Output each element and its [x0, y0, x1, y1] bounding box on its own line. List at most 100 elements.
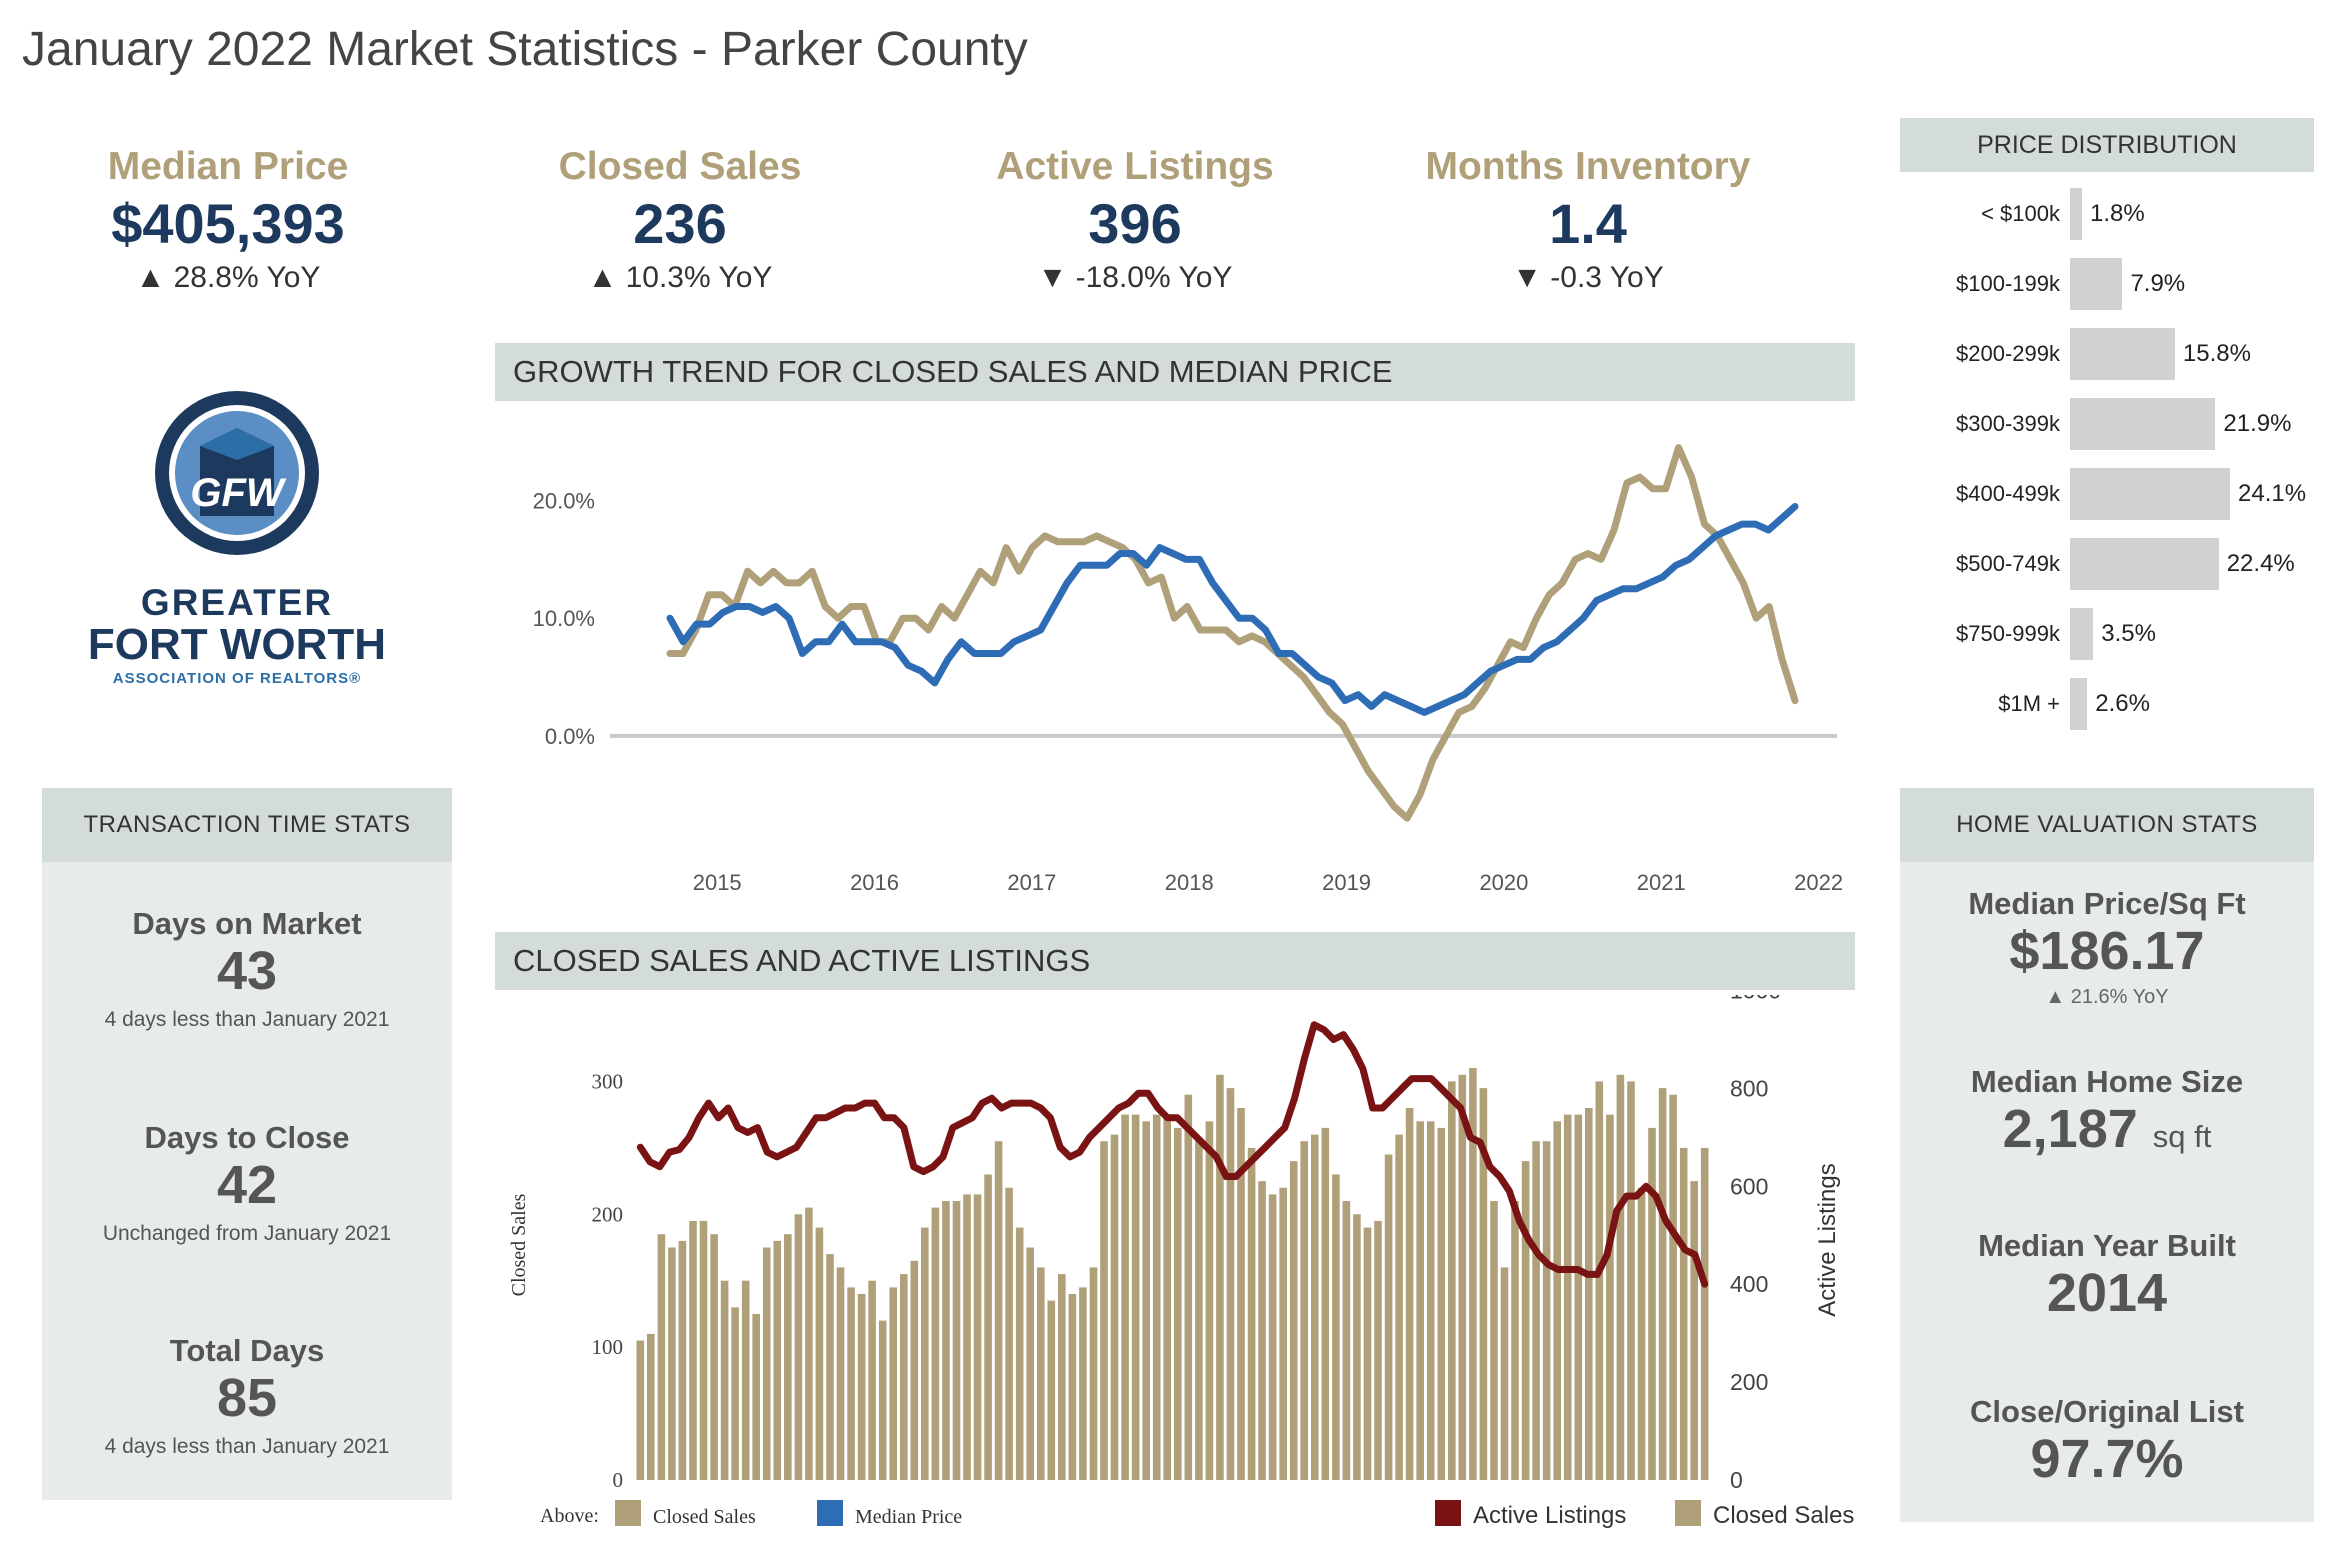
- y2-tick-label: 600: [1730, 1173, 1768, 1199]
- closed-sales-bar: [1532, 1141, 1540, 1480]
- logo-emblem-icon: GFW: [155, 391, 319, 555]
- closed-sales-bar: [1121, 1114, 1129, 1480]
- closed-sales-bar: [1574, 1114, 1583, 1480]
- closed-sales-bar: [1395, 1134, 1403, 1480]
- closed-sales-bar: [1268, 1194, 1277, 1480]
- legend-prefix: Above:: [540, 1505, 599, 1527]
- closed-sales-bar: [889, 1287, 897, 1480]
- kpi-months-inventory: Months Inventory 1.4 ▼ -0.3 YoY: [1378, 145, 1798, 295]
- closed-sales-bar: [1553, 1121, 1561, 1480]
- closed-sales-bar: [1058, 1274, 1066, 1480]
- closed-sales-bar: [1595, 1081, 1604, 1480]
- legend-label: Median Price: [855, 1506, 962, 1528]
- stat-note: Unchanged from January 2021: [102, 1222, 392, 1245]
- price-distribution-row: $200-299k 15.8%: [1900, 328, 2314, 380]
- closed-sales-bar: [741, 1280, 750, 1480]
- closed-sales-bar: [668, 1247, 676, 1480]
- y2-tick-label: 1000: [1730, 995, 1781, 1004]
- closed-sales-bar: [1458, 1074, 1467, 1480]
- price-distribution-header: PRICE DISTRIBUTION: [1900, 118, 2314, 172]
- price-distribution-bar: [2070, 468, 2230, 520]
- closed-sales-bar: [1110, 1134, 1119, 1480]
- closed-sales-bar: [1131, 1114, 1140, 1480]
- y2-axis-label: Active Listings: [1814, 1163, 1841, 1316]
- stat-days-to-close: Days to Close 42 Unchanged from January …: [42, 1120, 452, 1246]
- y-axis-label: Closed Sales: [508, 1193, 530, 1296]
- closed-sales-bar: [1679, 1147, 1688, 1480]
- kpi-change: ▲ 28.8% YoY: [135, 261, 321, 294]
- closed-sales-bar: [1089, 1267, 1098, 1480]
- home-valuation-header: HOME VALUATION STATS: [1900, 788, 2314, 862]
- legend-swatch: [817, 1500, 843, 1526]
- kpi-closed-sales: Closed Sales 236 ▲ 10.3% YoY: [470, 145, 890, 295]
- y-tick-label: 200: [592, 1202, 624, 1226]
- closed-sales-bar: [984, 1174, 992, 1480]
- closed-sales-bar: [647, 1333, 655, 1480]
- price-distribution-bar: [2070, 258, 2123, 310]
- y-tick-label: 0.0%: [545, 724, 595, 749]
- price-range-label: $400-499k: [1956, 481, 2060, 506]
- x-tick-label: 2015: [693, 870, 742, 895]
- x-tick-label: 2021: [1637, 870, 1686, 895]
- closed-sales-bar: [1195, 1141, 1203, 1480]
- x-tick-label: 2017: [1007, 870, 1056, 895]
- closed-sales-bar: [1068, 1294, 1077, 1480]
- price-distribution-value: 7.9%: [2130, 270, 2186, 297]
- closed-sales-bar: [699, 1220, 708, 1480]
- stat-value: 85: [216, 1368, 278, 1428]
- kpi-label: Median Price: [107, 145, 349, 188]
- logo-fort-worth: FORT WORTH: [87, 620, 387, 669]
- page-title: January 2022 Market Statistics - Parker …: [22, 23, 1028, 76]
- price-distribution-bar: [2070, 538, 2219, 590]
- closed-sales-bar: [857, 1294, 866, 1480]
- closed-sales-bar: [1448, 1081, 1456, 1480]
- price-distribution-value: 15.8%: [2182, 340, 2251, 367]
- price-distribution-value: 21.9%: [2223, 410, 2292, 437]
- legend-swatch: [1675, 1500, 1701, 1526]
- kpi-median-price: Median Price $405,393 ▲ 28.8% YoY: [18, 145, 438, 295]
- price-distribution-value: 2.6%: [2095, 690, 2150, 717]
- closed-sales-bar: [1026, 1247, 1034, 1480]
- stat-home-size: Median Home Size 2,187 sq ft: [1900, 1064, 2314, 1166]
- closed-sales-bar: [1511, 1201, 1519, 1480]
- closed-sales-bar: [710, 1234, 718, 1480]
- closed-sales-bar: [868, 1280, 876, 1480]
- series-line-median-price: [666, 503, 1799, 716]
- x-tick-label: 2020: [1479, 870, 1528, 895]
- kpi-change: ▲ 10.3% YoY: [587, 261, 773, 294]
- price-range-label: < $100k: [1981, 201, 2060, 226]
- closed-sales-bar: [1353, 1214, 1361, 1480]
- closed-sales-bar: [1648, 1127, 1656, 1480]
- price-distribution-row: $750-999k 3.5%: [1900, 608, 2314, 660]
- closed-sales-bar: [752, 1313, 760, 1480]
- price-distribution-value: 1.8%: [2090, 200, 2145, 227]
- closed-sales-bar: [1079, 1287, 1087, 1480]
- price-distribution-chart: < $100k 1.8% $100-199k 7.9% $200-299k 15.8% $3…: [1900, 188, 2314, 748]
- closed-sales-bar: [1469, 1068, 1477, 1480]
- closed-sales-bar: [952, 1201, 961, 1480]
- closed-sales-bar: [1405, 1108, 1414, 1480]
- closed-sales-bar: [678, 1240, 687, 1480]
- closed-sales-bar: [1174, 1127, 1182, 1480]
- closed-sales-bar: [1237, 1108, 1245, 1480]
- logo-greater: GREATER: [140, 582, 334, 623]
- stat-label: Median Home Size: [1970, 1064, 2244, 1099]
- closed-sales-bar: [1585, 1108, 1593, 1480]
- legend-label: Active Listings: [1473, 1502, 1626, 1529]
- kpi-label: Closed Sales: [558, 145, 802, 188]
- closed-sales-bar: [1690, 1181, 1698, 1480]
- y-tick-label: 0: [613, 1468, 624, 1492]
- stat-label: Total Days: [169, 1333, 325, 1368]
- price-distribution-row: < $100k 1.8%: [1900, 188, 2314, 240]
- y-tick-label: 20.0%: [533, 489, 595, 514]
- kpi-active-listings: Active Listings 396 ▼ -18.0% YoY: [925, 145, 1345, 295]
- closed-sales-bar: [1637, 1187, 1646, 1480]
- stat-value: 97.7%: [2030, 1429, 2184, 1489]
- closed-sales-bar: [1627, 1081, 1635, 1480]
- closed-sales-active-listings-chart: 0 100 200 300 0 200 400 600 800 1000 Closed Sales A…: [508, 995, 1854, 1529]
- closed-sales-bar: [1342, 1201, 1351, 1480]
- closed-sales-bar: [1300, 1141, 1308, 1480]
- closed-sales-bar: [963, 1194, 971, 1480]
- closed-sales-bar: [973, 1194, 982, 1480]
- home-valuation-panel: HOME VALUATION STATS Median Price/Sq Ft …: [1900, 788, 2314, 1522]
